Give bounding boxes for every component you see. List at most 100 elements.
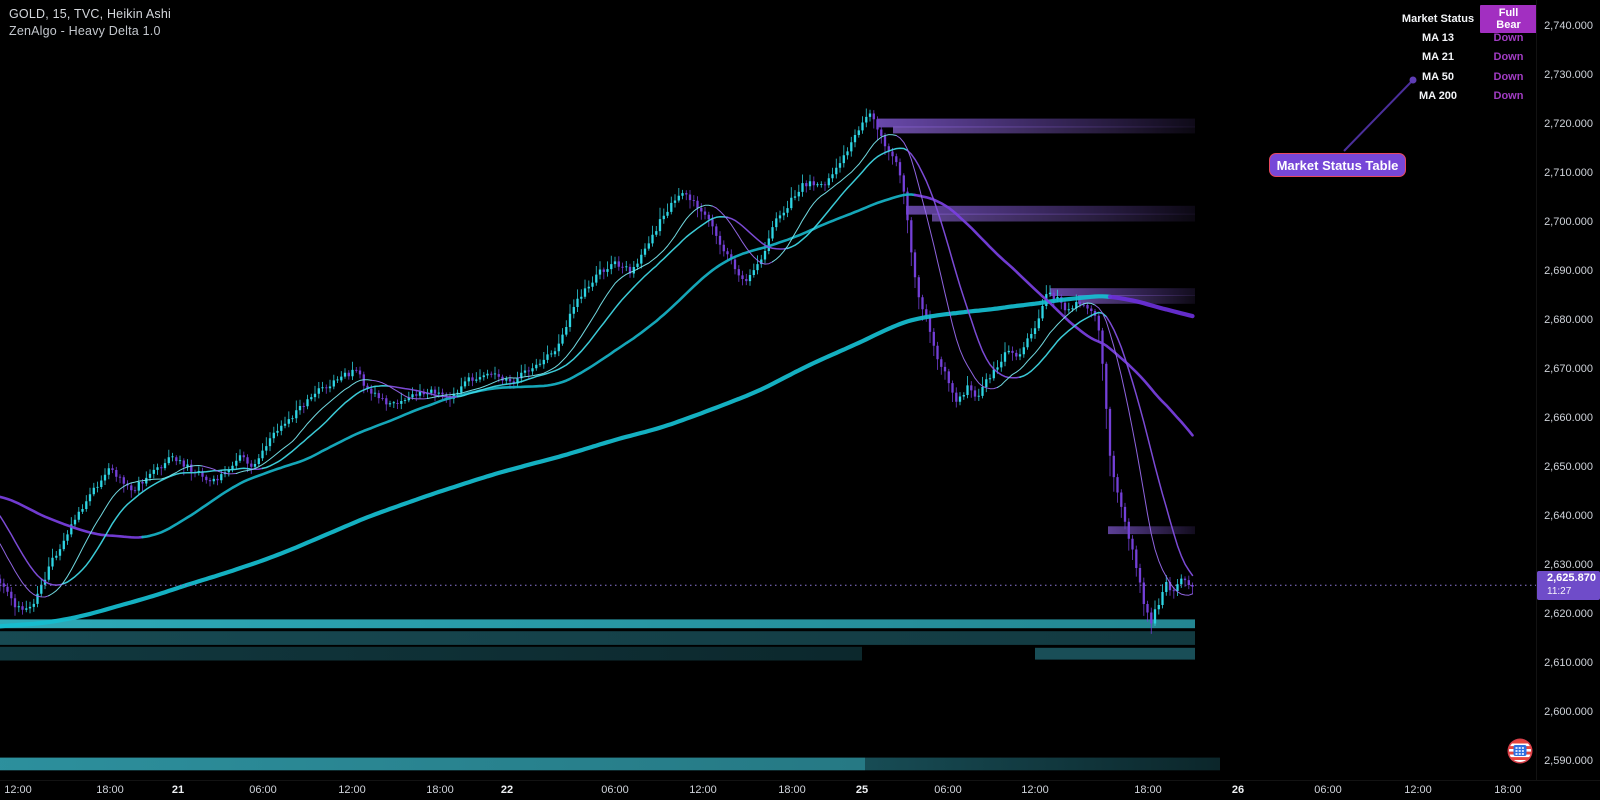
ma-200-line — [0, 294, 1113, 629]
price-tick-label[interactable]: 2,640.000 — [1544, 510, 1593, 522]
price-tick-label[interactable]: 2,660.000 — [1544, 412, 1593, 424]
status-row: MA 13 Down — [1396, 28, 1537, 47]
price-tick-label[interactable]: 2,670.000 — [1544, 363, 1593, 375]
time-tick-label[interactable]: 18:00 — [1134, 784, 1162, 796]
us-flag-economic-event-icon[interactable] — [1506, 737, 1536, 767]
delta-band — [878, 118, 1195, 128]
delta-band — [906, 205, 1195, 215]
time-tick-label[interactable]: 06:00 — [934, 784, 962, 796]
ma-21-line — [0, 515, 65, 586]
price-tick-label[interactable]: 2,690.000 — [1544, 265, 1593, 277]
ma-21-line — [389, 385, 459, 398]
full-bear-badge: Full Bear — [1480, 4, 1537, 33]
price-tick-label[interactable]: 2,590.000 — [1544, 755, 1593, 767]
time-tick-label[interactable]: 25 — [855, 784, 869, 796]
ma-13-line — [427, 377, 518, 399]
price-tick-label[interactable]: 2,630.000 — [1544, 559, 1593, 571]
time-tick-label[interactable]: 12:00 — [338, 784, 366, 796]
time-tick-label[interactable]: 06:00 — [1314, 784, 1342, 796]
ma-13-line — [202, 465, 237, 475]
up-candle-wicks — [18, 108, 1182, 626]
status-row: MA 200 Down — [1396, 87, 1537, 106]
status-value: Down — [1493, 90, 1524, 103]
ma-13-line — [0, 543, 50, 598]
status-label: MA 200 — [1418, 90, 1458, 103]
ma-21-line — [261, 384, 391, 470]
delta-band — [0, 646, 862, 661]
ma-21-line — [63, 467, 253, 585]
delta-band — [0, 631, 1195, 645]
ma-13-line — [48, 465, 203, 597]
status-value: Down — [1493, 51, 1524, 64]
ma-13-line — [1094, 304, 1193, 596]
price-tick-label[interactable]: 2,680.000 — [1544, 314, 1593, 326]
callout-label: Market Status Table — [1276, 157, 1399, 173]
status-label: MA 21 — [1422, 51, 1454, 64]
status-label: MA 13 — [1422, 32, 1454, 45]
price-axis-separator — [1536, 0, 1537, 780]
time-tick-label[interactable]: 26 — [1231, 784, 1245, 796]
time-tick-label[interactable]: 18:00 — [1494, 784, 1522, 796]
delta-band — [893, 126, 1195, 134]
ma-50-line — [141, 193, 917, 539]
time-axis-separator — [0, 780, 1600, 781]
ma-200-line — [1107, 294, 1195, 319]
time-tick-label[interactable]: 22 — [500, 784, 514, 796]
ma-13-line — [895, 135, 998, 390]
last-price-badge: 2,625.870 11:27 — [1537, 571, 1600, 601]
ma-13-line — [997, 302, 1096, 388]
ma-50-line — [913, 193, 1194, 437]
time-tick-label[interactable]: 06:00 — [601, 784, 629, 796]
time-tick-label[interactable]: 12:00 — [689, 784, 717, 796]
time-tick-label[interactable]: 12:00 — [1404, 784, 1432, 796]
delta-band — [865, 757, 1220, 771]
delta-band — [0, 619, 1195, 629]
time-tick-label[interactable]: 12:00 — [1021, 784, 1049, 796]
status-row: Market Status Full Bear — [1396, 4, 1537, 33]
down-candle-wicks — [0, 110, 1193, 634]
time-tick-label[interactable]: 06:00 — [249, 784, 277, 796]
price-tick-label[interactable]: 2,710.000 — [1544, 167, 1593, 179]
price-tick-label[interactable]: 2,600.000 — [1544, 706, 1593, 718]
status-label: Market Status — [1401, 12, 1475, 25]
price-tick-label[interactable]: 2,720.000 — [1544, 118, 1593, 130]
ma-50-line — [0, 495, 144, 539]
status-label: MA 50 — [1422, 70, 1454, 83]
delta-band — [932, 213, 1195, 222]
price-tick-label[interactable]: 2,740.000 — [1544, 20, 1593, 32]
status-value: Down — [1493, 70, 1524, 83]
symbol-title[interactable]: GOLD, 15, TVC, Heikin Ashi — [9, 7, 171, 21]
up-candle-bodies — [17, 113, 1183, 624]
delta-band — [0, 757, 865, 771]
ma-21-line — [456, 216, 729, 398]
time-tick-label[interactable]: 18:00 — [96, 784, 124, 796]
ma-21-line — [786, 147, 909, 250]
time-tick-label[interactable]: 18:00 — [778, 784, 806, 796]
market-status-table: Market Status Full Bear MA 13 Down MA 21 Down… — [1396, 4, 1537, 106]
status-value: Full Bear — [1480, 4, 1537, 33]
market-status-callout[interactable]: Market Status Table — [1269, 153, 1406, 177]
indicator-title[interactable]: ZenAlgo - Heavy Delta 1.0 — [9, 24, 161, 38]
status-row: MA 50 Down — [1396, 67, 1537, 86]
delta-band — [1035, 647, 1195, 660]
price-tick-label[interactable]: 2,650.000 — [1544, 461, 1593, 473]
symbol-title-block: GOLD, 15, TVC, Heikin Ashi ZenAlgo - Hea… — [9, 6, 171, 40]
time-tick-label[interactable]: 18:00 — [426, 784, 454, 796]
price-tick-label[interactable]: 2,620.000 — [1544, 608, 1593, 620]
price-tick-label[interactable]: 2,610.000 — [1544, 657, 1593, 669]
ma-21-line — [906, 149, 1021, 379]
ma-13-line — [772, 134, 897, 263]
ma-21-line — [1105, 315, 1194, 577]
price-tick-label[interactable]: 2,700.000 — [1544, 216, 1593, 228]
bar-countdown: 11:27 — [1547, 586, 1572, 598]
ma-13-line — [520, 204, 713, 378]
time-tick-label[interactable]: 12:00 — [4, 784, 32, 796]
down-candle-bodies — [0, 113, 1194, 624]
time-tick-label[interactable]: 21 — [171, 784, 185, 796]
price-tick-label[interactable]: 2,730.000 — [1544, 69, 1593, 81]
callout-arrow-line — [1343, 79, 1414, 152]
ma-13-line — [370, 379, 428, 400]
status-value: Down — [1493, 32, 1524, 45]
